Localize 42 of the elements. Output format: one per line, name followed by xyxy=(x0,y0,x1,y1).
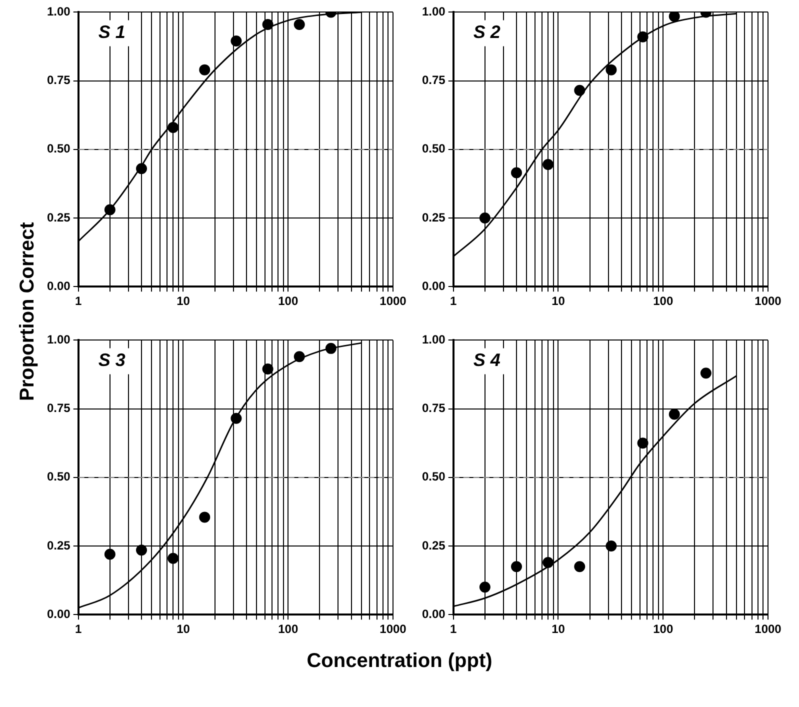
y-tick-label: 0.50 xyxy=(422,142,446,156)
y-tick-label: 0.75 xyxy=(46,73,71,88)
x-tick-label: 1 xyxy=(75,622,82,636)
y-tick-label: 0.25 xyxy=(46,538,71,552)
y-tick-label: 0.25 xyxy=(422,210,446,224)
y-tick-label: 0.50 xyxy=(46,470,71,484)
annotation: S 1 xyxy=(98,22,126,42)
x-tick-label: 100 xyxy=(653,622,674,636)
y-tick-label: 0.00 xyxy=(46,278,71,293)
x-tick-label: 1000 xyxy=(380,622,407,636)
y-tick-label: 1.00 xyxy=(422,332,446,347)
x-tick-label: 1 xyxy=(75,294,82,308)
y-tick-label: 0.50 xyxy=(46,142,71,156)
y-tick-label: 0.00 xyxy=(46,606,71,621)
x-tick-label: 1000 xyxy=(380,294,407,308)
y-tick-label: 0.50 xyxy=(422,470,446,484)
y-tick-label: 1.00 xyxy=(46,4,71,19)
y-tick-label: 0.75 xyxy=(422,401,446,416)
x-axis-title: Concentration (ppt) xyxy=(306,650,494,673)
x-tick-label: 10 xyxy=(176,622,190,636)
y-tick-label: 0.25 xyxy=(422,538,446,552)
x-tick-label: 1000 xyxy=(754,622,782,636)
x-tick-label: 10 xyxy=(176,294,190,308)
y-tick-label: 0.00 xyxy=(422,606,446,621)
x-tick-label: 1 xyxy=(450,622,458,636)
x-tick-label: 1 xyxy=(450,294,458,308)
y-tick-label: 0.00 xyxy=(422,278,446,293)
y-tick-label: 0.25 xyxy=(46,210,71,224)
x-tick-label: 100 xyxy=(278,622,298,636)
annotation: S 3 xyxy=(98,350,126,370)
y-tick-label: 1.00 xyxy=(46,332,71,347)
y-tick-label: 0.75 xyxy=(46,401,71,416)
annotation: S 2 xyxy=(473,22,500,42)
annotation: S 4 xyxy=(473,350,500,370)
x-tick-label: 10 xyxy=(552,294,566,308)
x-tick-label: 100 xyxy=(278,294,298,308)
y-axis-title: Proportion Correct xyxy=(16,222,40,402)
y-tick-label: 0.75 xyxy=(422,73,446,88)
x-tick-label: 1000 xyxy=(754,294,782,308)
x-tick-label: 100 xyxy=(653,294,674,308)
y-tick-label: 1.00 xyxy=(422,4,446,19)
x-tick-label: 10 xyxy=(552,622,566,636)
